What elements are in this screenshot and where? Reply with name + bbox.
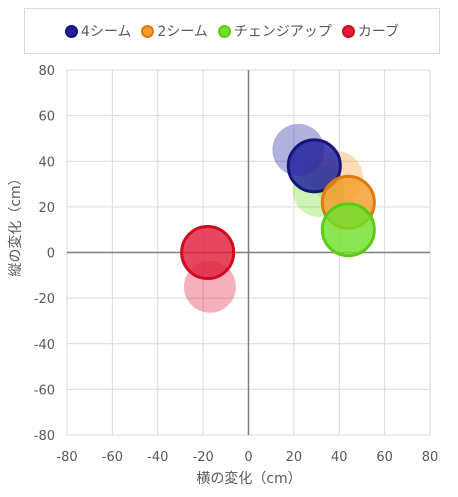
legend-marker	[341, 24, 355, 38]
legend-item: 2シーム	[141, 21, 208, 41]
y-tick-label: 0	[47, 247, 55, 262]
x-tick-label: 80	[422, 450, 439, 465]
y-tick-label: -40	[34, 338, 55, 353]
x-tick-label: 60	[376, 450, 393, 465]
y-tick-label: -80	[34, 429, 55, 444]
y-axis-title: 縦の変化（cm）	[7, 171, 24, 276]
legend-label: カーブ	[357, 24, 400, 40]
chart-legend: 4シーム 2シーム チェンジアップ カーブ	[24, 8, 440, 54]
y-tick-label: 80	[38, 64, 55, 79]
x-tick-label: 0	[244, 450, 252, 465]
legend-item: 4シーム	[64, 21, 132, 41]
x-tick-label: -60	[102, 450, 123, 465]
legend-marker	[141, 24, 155, 38]
x-tick-label: 40	[331, 450, 348, 465]
legend-label: 4シーム	[80, 24, 132, 40]
legend-item: チェンジアップ	[217, 21, 332, 41]
legend-marker	[64, 24, 78, 38]
bubble-カーブ	[180, 225, 236, 280]
bubble-4シーム	[286, 138, 342, 194]
x-tick-label: 20	[286, 450, 303, 465]
y-tick-label: 40	[38, 155, 55, 170]
legend-item: カーブ	[341, 21, 400, 41]
y-tick-label: 20	[38, 201, 55, 216]
x-tick-label: -20	[193, 450, 214, 465]
legend-marker	[217, 24, 231, 38]
bubble-チェンジアップ	[320, 202, 376, 258]
legend-label: チェンジアップ	[233, 24, 332, 40]
x-tick-label: -40	[147, 450, 168, 465]
x-tick-label: -80	[56, 450, 77, 465]
y-tick-label: 60	[38, 110, 55, 125]
y-tick-label: -60	[34, 383, 55, 398]
x-axis-title: 横の変化（cm）	[196, 470, 301, 487]
legend-label: 2シーム	[157, 24, 208, 40]
y-tick-label: -20	[34, 292, 55, 307]
